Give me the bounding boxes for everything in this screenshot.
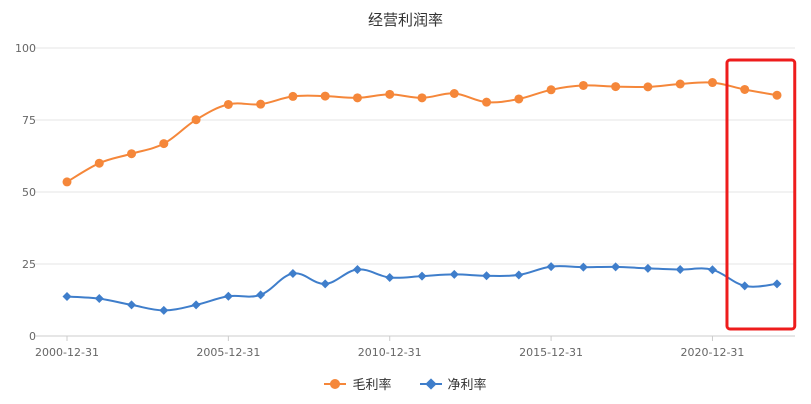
data-point-diamond: [482, 271, 492, 281]
data-point-circle: [514, 94, 524, 104]
data-point-diamond: [256, 290, 266, 300]
legend-diamond: [424, 377, 437, 390]
data-point-diamond: [546, 262, 556, 272]
data-point-diamond: [127, 300, 137, 310]
data-point-circle: [643, 82, 653, 92]
data-point-circle: [772, 90, 782, 100]
y-tick-label: 25: [22, 258, 36, 271]
data-point-diamond: [417, 271, 427, 281]
data-point-circle: [385, 89, 395, 99]
data-point-circle: [223, 99, 233, 109]
data-point-circle: [94, 158, 104, 168]
data-point-circle: [159, 139, 169, 149]
data-point-diamond: [352, 264, 362, 274]
legend-circle: [330, 378, 341, 389]
data-point-diamond: [675, 264, 685, 274]
data-point-circle: [320, 91, 330, 101]
data-point-diamond: [159, 305, 169, 315]
data-point-diamond: [191, 300, 201, 310]
legend-label: 毛利率: [352, 378, 392, 393]
data-point-circle: [417, 93, 427, 103]
legend: 毛利率 净利率: [0, 374, 811, 393]
x-tick-label: 2015-12-31: [519, 346, 583, 359]
data-point-diamond: [611, 262, 621, 272]
data-point-circle: [546, 85, 556, 95]
data-point-circle: [127, 149, 137, 159]
data-point-circle: [482, 97, 492, 107]
legend-marker-circle-icon: [324, 378, 347, 390]
x-tick-label: 2020-12-31: [680, 346, 744, 359]
y-tick-label: 50: [22, 186, 36, 199]
data-point-circle: [707, 78, 717, 88]
data-point-diamond: [62, 292, 72, 302]
data-point-diamond: [578, 262, 588, 272]
data-point-circle: [611, 82, 621, 92]
data-point-circle: [352, 93, 362, 103]
y-tick-label: 75: [22, 114, 36, 127]
x-tick-label: 2005-12-31: [196, 346, 260, 359]
chart-title: 经营利润率: [367, 11, 443, 29]
x-tick-label: 2010-12-31: [358, 346, 422, 359]
data-point-circle: [449, 89, 459, 99]
data-point-diamond: [449, 269, 459, 279]
data-point-diamond: [514, 270, 524, 280]
data-point-diamond: [740, 281, 750, 291]
data-point-circle: [740, 84, 750, 94]
data-point-diamond: [385, 273, 395, 283]
x-tick-label: 2000-12-31: [35, 346, 99, 359]
data-point-diamond: [643, 263, 653, 273]
data-point-diamond: [223, 291, 233, 301]
legend-item-gross-margin[interactable]: 毛利率: [324, 374, 392, 393]
highlight-box: [725, 58, 797, 331]
data-point-circle: [288, 91, 298, 101]
data-point-diamond: [772, 279, 782, 289]
data-point-circle: [578, 80, 588, 90]
data-point-circle: [675, 79, 685, 89]
legend-item-net-margin[interactable]: 净利率: [419, 374, 487, 393]
data-point-diamond: [707, 265, 717, 275]
data-point-diamond: [94, 294, 104, 304]
data-point-circle: [191, 115, 201, 125]
y-tick-label: 0: [29, 330, 36, 343]
legend-label: 净利率: [447, 378, 487, 393]
data-point-diamond: [320, 279, 330, 289]
data-point-circle: [256, 99, 266, 109]
y-tick-label: 100: [15, 42, 36, 55]
data-point-diamond: [288, 269, 298, 279]
data-point-circle: [62, 177, 72, 187]
legend-marker-diamond-icon: [419, 377, 442, 390]
